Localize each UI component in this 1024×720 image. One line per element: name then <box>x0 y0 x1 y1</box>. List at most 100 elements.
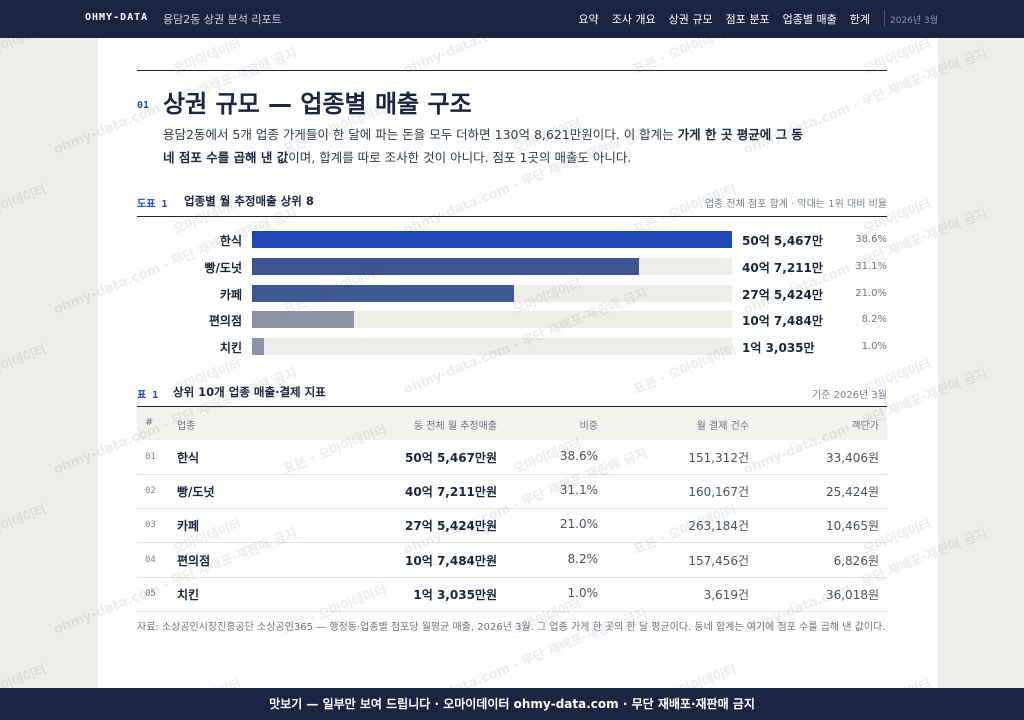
figure-label: 도표 1 <box>137 199 168 210</box>
rule <box>137 70 887 71</box>
nav-item[interactable]: 업종별 매출 <box>782 13 837 26</box>
column-header: 업종 <box>177 421 196 432</box>
bar <box>252 231 732 248</box>
table-note: 기준 2026년 3월 <box>812 390 887 401</box>
nav-item[interactable]: 점포 분포 <box>725 13 770 26</box>
table-cell: 31.1% <box>559 483 598 498</box>
category-label: 편의점 <box>208 314 242 329</box>
column-header: 객단가 <box>851 421 879 432</box>
value-label: 10억 7,484만 <box>742 314 823 329</box>
table-cell: 21.0% <box>559 517 598 532</box>
share-label: 1.0% <box>861 341 887 353</box>
table-cell: 50억 5,467만원 <box>405 451 497 465</box>
table-cell: 한식 <box>177 451 200 465</box>
bar <box>252 257 639 275</box>
table-cell: 27억 5,424만원 <box>405 519 497 534</box>
lead-emphasis: 가게 한 곳 평균에 그 동네 점포 수를 곱해 낸 값 <box>163 127 803 165</box>
table-cell: 04 <box>145 554 156 565</box>
table-cell: 151,312건 <box>688 451 749 465</box>
bar-track <box>252 311 732 329</box>
table-cell: 05 <box>145 588 156 599</box>
table-cell: 빵/도넛 <box>177 485 215 500</box>
table-cell: 03 <box>145 520 156 531</box>
column-header: 비중 <box>579 421 598 432</box>
column-header: 월 결제 건수 <box>696 421 749 432</box>
table-cell: 02 <box>145 486 156 497</box>
nav-item[interactable]: 한계 <box>849 13 870 26</box>
table-cell: 157,456건 <box>688 553 749 568</box>
bar <box>252 311 355 329</box>
table-row: 03 카페 27억 5,424만원 21.0% 263,184건 10,465원 <box>137 508 887 544</box>
category-label: 치킨 <box>219 341 242 356</box>
table-cell: 편의점 <box>177 553 211 568</box>
watermark: 표본 · 오마이데이터 <box>0 502 49 558</box>
lead-text: 용담2동에서 5개 업종 가게들이 한 달에 파는 돈을 모두 더하면 130억… <box>163 127 678 142</box>
bar-track <box>252 257 732 275</box>
share-label: 31.1% <box>855 260 887 272</box>
table-cell: 3,619건 <box>703 587 749 602</box>
share-label: 8.2% <box>861 314 887 326</box>
lead-text: 이며, 합계를 따로 조사한 것이 아니다. 점포 1곳의 매출도 아니다. <box>288 150 632 165</box>
value-label: 1억 3,035만 <box>742 341 815 356</box>
watermark: 표본 · 오마이데이터 <box>0 342 49 398</box>
table-cell: 6,826원 <box>833 553 879 568</box>
report-name: 용담2동 상권 분석 리포트 <box>163 13 282 26</box>
table-row: 04 편의점 10억 7,484만원 8.2% 157,456건 6,826원 <box>137 543 887 578</box>
paper <box>98 38 938 688</box>
table-row: 02 빵/도넛 40억 7,211만원 31.1% 160,167건 25,424원 <box>137 474 887 510</box>
table-row: 05 치킨 1억 3,035만원 1.0% 3,619건 36,018원 <box>137 577 887 612</box>
table-cell: 40억 7,211만원 <box>405 485 497 500</box>
table-label: 표 1 <box>137 390 159 401</box>
bar <box>252 284 514 302</box>
table-cell: 8.2% <box>567 551 599 566</box>
footer-banner: 맛보기 — 일부만 보여 드립니다 · 오마이데이터 ohmy-data.com… <box>0 688 1024 720</box>
nav-date: 2026년 3월 <box>890 16 939 26</box>
bar-track <box>252 338 732 356</box>
table-cell: 카페 <box>177 519 200 534</box>
lead-paragraph: 용담2동에서 5개 업종 가게들이 한 달에 파는 돈을 모두 더하면 130억… <box>163 123 803 169</box>
table-cell: 1.0% <box>567 585 599 600</box>
category-label: 한식 <box>219 234 242 248</box>
rule <box>137 406 887 407</box>
table-cell: 160,167건 <box>688 485 749 500</box>
share-label: 38.6% <box>855 234 887 245</box>
watermark: 표본 · 오마이데이터 <box>0 182 49 238</box>
figure-title: 업종별 월 추정매출 상위 8 <box>184 194 314 208</box>
table-title: 상위 10개 업종 매출·결제 지표 <box>173 385 326 399</box>
separator <box>884 10 885 27</box>
table-cell: 10억 7,484만원 <box>405 553 497 568</box>
section-title: 상권 규모 — 업종별 매출 구조 <box>163 90 472 118</box>
source-note: 자료: 소상공인시장진흥공단 소상공인365 — 행정동·업종별 점포당 월평균… <box>137 622 886 633</box>
share-label: 21.0% <box>855 287 887 299</box>
nav-item[interactable]: 요약 <box>578 13 599 26</box>
value-label: 40억 7,211만 <box>742 260 823 275</box>
section-number: 01 <box>137 100 150 111</box>
value-label: 27억 5,424만 <box>742 287 823 302</box>
bar <box>252 338 265 356</box>
brand[interactable]: OHMY-DATA <box>85 12 149 23</box>
table-cell: 01 <box>145 452 156 462</box>
column-header: # <box>145 417 154 428</box>
value-label: 50억 5,467만 <box>742 234 823 248</box>
table-cell: 38.6% <box>559 449 598 463</box>
nav-item[interactable]: 상권 규모 <box>668 13 713 26</box>
table-cell: 1억 3,035만원 <box>413 587 497 602</box>
table-cell: 25,424원 <box>825 485 879 500</box>
table-cell: 263,184건 <box>688 519 749 534</box>
table-header: # 업종 동 전체 월 추정매출 비중 월 결제 건수 객단가 <box>137 407 887 440</box>
table-row: 01 한식 50억 5,467만원 38.6% 151,312건 33,406원 <box>137 440 887 475</box>
figure-note: 업종 전체 점포 합계 · 막대는 1위 대비 비율 <box>704 199 887 210</box>
category-label: 카페 <box>219 287 242 302</box>
category-label: 빵/도넛 <box>204 260 242 275</box>
column-header: 동 전체 월 추정매출 <box>413 421 497 432</box>
table-cell: 33,406원 <box>825 451 879 465</box>
nav-menu: 요약 조사 개요 상권 규모 점포 분포 업종별 매출 한계 <box>578 11 870 27</box>
table-cell: 10,465원 <box>825 519 879 534</box>
top-nav: OHMY-DATA 용담2동 상권 분석 리포트 요약 조사 개요 상권 규모 점포 … <box>0 0 1024 38</box>
table-cell: 36,018원 <box>825 587 879 602</box>
table-cell: 치킨 <box>177 587 200 602</box>
rule <box>137 216 887 217</box>
nav-item[interactable]: 조사 개요 <box>611 13 656 26</box>
bar-track <box>252 284 732 302</box>
